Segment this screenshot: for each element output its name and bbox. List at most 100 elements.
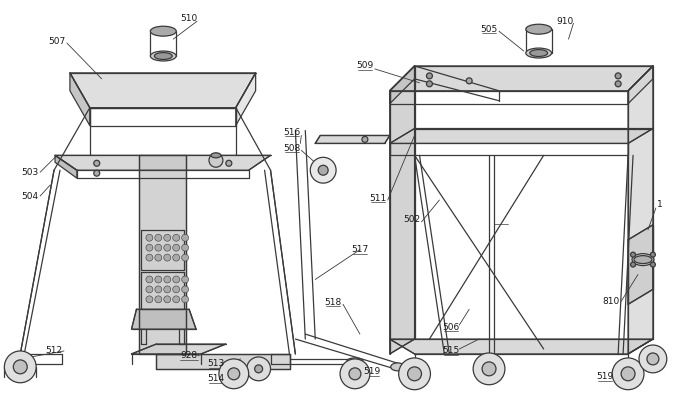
Circle shape	[182, 244, 189, 251]
Circle shape	[612, 358, 644, 390]
Text: 506: 506	[442, 323, 460, 332]
Ellipse shape	[347, 358, 363, 364]
Text: 515: 515	[442, 346, 460, 356]
Polygon shape	[141, 271, 184, 309]
Circle shape	[630, 262, 635, 267]
Text: 516: 516	[284, 128, 301, 137]
Circle shape	[155, 296, 161, 303]
Polygon shape	[628, 66, 653, 104]
Text: 508: 508	[284, 144, 301, 153]
Circle shape	[182, 286, 189, 293]
Circle shape	[647, 353, 659, 365]
Circle shape	[146, 244, 153, 251]
Circle shape	[164, 286, 171, 293]
Text: 510: 510	[180, 14, 198, 23]
Circle shape	[630, 252, 635, 257]
Circle shape	[182, 276, 189, 283]
Polygon shape	[157, 354, 290, 369]
Circle shape	[13, 360, 27, 374]
Polygon shape	[131, 344, 226, 354]
Circle shape	[482, 362, 496, 376]
Circle shape	[182, 234, 189, 241]
Circle shape	[173, 286, 180, 293]
Circle shape	[146, 296, 153, 303]
Circle shape	[247, 357, 271, 381]
Text: 910: 910	[556, 17, 573, 26]
Circle shape	[340, 359, 370, 389]
Text: 928: 928	[180, 352, 198, 360]
Text: 507: 507	[48, 36, 66, 46]
Circle shape	[209, 153, 223, 167]
Ellipse shape	[150, 51, 176, 61]
Text: 810: 810	[603, 297, 620, 306]
Circle shape	[651, 252, 656, 257]
Circle shape	[4, 351, 36, 383]
Circle shape	[173, 244, 180, 251]
Circle shape	[173, 296, 180, 303]
Text: 511: 511	[369, 194, 387, 202]
Polygon shape	[70, 73, 256, 108]
Circle shape	[146, 286, 153, 293]
Circle shape	[651, 262, 656, 267]
Circle shape	[164, 254, 171, 261]
Circle shape	[228, 368, 240, 380]
Ellipse shape	[526, 48, 552, 58]
Circle shape	[639, 345, 667, 373]
Circle shape	[164, 296, 171, 303]
Circle shape	[310, 157, 336, 183]
Circle shape	[615, 81, 621, 87]
Polygon shape	[236, 73, 256, 126]
Circle shape	[219, 359, 249, 389]
Circle shape	[164, 234, 171, 241]
Text: 512: 512	[45, 346, 63, 356]
Text: 504: 504	[22, 192, 38, 200]
Circle shape	[173, 234, 180, 241]
Polygon shape	[55, 156, 271, 170]
Circle shape	[398, 358, 431, 390]
Circle shape	[164, 244, 171, 251]
Circle shape	[146, 234, 153, 241]
Circle shape	[473, 353, 505, 385]
Ellipse shape	[634, 256, 652, 264]
Ellipse shape	[526, 24, 552, 34]
Text: 505: 505	[480, 25, 498, 34]
Circle shape	[173, 276, 180, 283]
Polygon shape	[55, 156, 77, 178]
Ellipse shape	[391, 363, 405, 371]
Circle shape	[155, 234, 161, 241]
Polygon shape	[140, 156, 186, 354]
Circle shape	[146, 254, 153, 261]
Circle shape	[226, 160, 232, 166]
Circle shape	[155, 244, 161, 251]
Circle shape	[146, 276, 153, 283]
Polygon shape	[628, 66, 653, 354]
Polygon shape	[628, 225, 653, 304]
Ellipse shape	[154, 53, 172, 60]
Ellipse shape	[150, 26, 176, 36]
Circle shape	[182, 254, 189, 261]
Circle shape	[182, 296, 189, 303]
Ellipse shape	[211, 153, 221, 158]
Circle shape	[254, 365, 263, 373]
Polygon shape	[390, 66, 653, 91]
Polygon shape	[390, 128, 653, 143]
Text: 513: 513	[208, 359, 224, 369]
Text: 517: 517	[352, 245, 368, 254]
Polygon shape	[141, 230, 184, 270]
Polygon shape	[131, 309, 196, 329]
Circle shape	[164, 276, 171, 283]
Circle shape	[408, 367, 421, 381]
Text: 1: 1	[657, 200, 663, 209]
Circle shape	[621, 367, 635, 381]
Circle shape	[94, 170, 100, 176]
Polygon shape	[315, 135, 390, 143]
Text: 519: 519	[363, 367, 380, 376]
Circle shape	[426, 81, 433, 87]
Text: 502: 502	[403, 215, 420, 224]
Polygon shape	[70, 73, 89, 126]
Circle shape	[426, 73, 433, 79]
Polygon shape	[390, 339, 653, 354]
Circle shape	[155, 276, 161, 283]
Text: 519: 519	[597, 372, 614, 381]
Text: 509: 509	[356, 62, 373, 70]
